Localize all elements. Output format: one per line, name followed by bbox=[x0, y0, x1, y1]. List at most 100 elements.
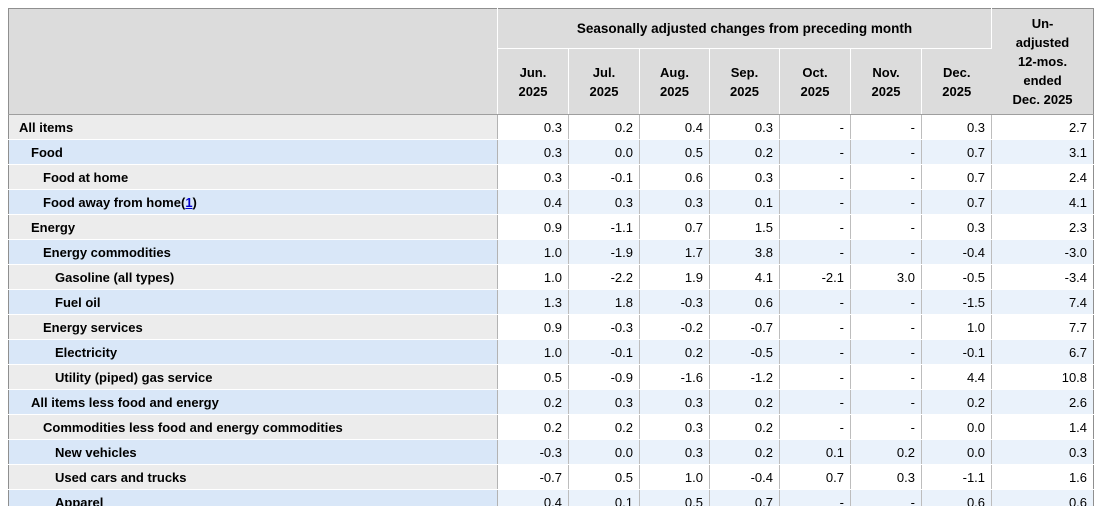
value-cell: - bbox=[850, 139, 922, 165]
value-cell: -0.1 bbox=[921, 339, 993, 365]
value-cell: 0.7 bbox=[709, 489, 780, 506]
value-cell: 0.7 bbox=[921, 139, 993, 165]
value-cell: -1.2 bbox=[709, 364, 780, 390]
cpi-table: Seasonally adjusted changes from precedi… bbox=[8, 8, 1095, 506]
value-cell: -1.1 bbox=[921, 464, 993, 490]
value-cell: 4.1 bbox=[991, 189, 1094, 215]
value-cell: -0.4 bbox=[921, 239, 993, 265]
value-cell: -0.1 bbox=[568, 164, 640, 190]
value-cell: 0.6 bbox=[921, 489, 993, 506]
value-cell: 0.1 bbox=[568, 489, 640, 506]
value-cell: 0.7 bbox=[921, 164, 993, 190]
value-cell: - bbox=[779, 214, 851, 240]
value-cell: 0.4 bbox=[497, 489, 569, 506]
table-row: Apparel 0.4 0.1 0.5 0.7 - - 0.6 0.6 bbox=[8, 489, 1094, 506]
value-cell: 7.7 bbox=[991, 314, 1094, 340]
unadjusted-header-line: 12-mos. bbox=[1017, 54, 1068, 69]
value-cell: 7.4 bbox=[991, 289, 1094, 315]
value-cell: -1.9 bbox=[568, 239, 640, 265]
value-cell: 0.5 bbox=[639, 489, 710, 506]
value-cell: 0.6 bbox=[639, 164, 710, 190]
month-header-dec: Dec. 2025 bbox=[921, 48, 992, 115]
value-cell: -0.3 bbox=[497, 439, 569, 465]
table-row: All items 0.3 0.2 0.4 0.3 - - 0.3 2.7 bbox=[8, 114, 1094, 140]
value-cell: 0.4 bbox=[639, 114, 710, 140]
value-cell: 1.5 bbox=[709, 214, 780, 240]
month-header-nov: Nov. 2025 bbox=[850, 48, 922, 115]
value-cell: 0.0 bbox=[921, 439, 993, 465]
value-cell: - bbox=[779, 289, 851, 315]
row-label: Used cars and trucks bbox=[55, 469, 187, 485]
footnote-link[interactable]: 1 bbox=[185, 194, 193, 210]
value-cell: 0.2 bbox=[639, 339, 710, 365]
value-cell: - bbox=[779, 114, 851, 140]
value-cell: 0.3 bbox=[709, 164, 780, 190]
value-cell: 0.0 bbox=[921, 414, 993, 440]
table-row: Energy commodities 1.0 -1.9 1.7 3.8 - - … bbox=[8, 239, 1094, 265]
footnote-open-paren: ( bbox=[180, 194, 186, 210]
value-cell: 1.0 bbox=[639, 464, 710, 490]
value-cell: 0.2 bbox=[497, 414, 569, 440]
value-cell: 0.3 bbox=[639, 439, 710, 465]
value-cell: - bbox=[850, 314, 922, 340]
value-cell: 0.3 bbox=[709, 114, 780, 140]
row-label: Utility (piped) gas service bbox=[55, 369, 213, 385]
value-cell: -2.2 bbox=[568, 264, 640, 290]
footnote-close-paren: ) bbox=[192, 194, 197, 210]
value-cell: 1.4 bbox=[991, 414, 1094, 440]
value-cell: -0.9 bbox=[568, 364, 640, 390]
value-cell: - bbox=[779, 414, 851, 440]
value-cell: - bbox=[850, 114, 922, 140]
row-label: Commodities less food and energy commodi… bbox=[43, 419, 343, 435]
table-row: Food at home 0.3 -0.1 0.6 0.3 - - 0.7 2.… bbox=[8, 164, 1094, 190]
value-cell: 0.5 bbox=[639, 139, 710, 165]
table-row: Food away from home(1) 0.4 0.3 0.3 0.1 -… bbox=[8, 189, 1094, 215]
row-label: Apparel bbox=[55, 494, 104, 506]
value-cell: - bbox=[850, 489, 922, 506]
unadjusted-header-line: Un- bbox=[1031, 16, 1054, 31]
table-row: Electricity 1.0 -0.1 0.2 -0.5 - - -0.1 6… bbox=[8, 339, 1094, 365]
value-cell: 3.1 bbox=[991, 139, 1094, 165]
table-row: Food 0.3 0.0 0.5 0.2 - - 0.7 3.1 bbox=[8, 139, 1094, 165]
value-cell: 0.3 bbox=[639, 414, 710, 440]
value-cell: 0.7 bbox=[921, 189, 993, 215]
value-cell: 10.8 bbox=[991, 364, 1094, 390]
value-cell: - bbox=[779, 314, 851, 340]
value-cell: 0.9 bbox=[497, 314, 569, 340]
row-label: Energy services bbox=[43, 319, 143, 335]
value-cell: 0.4 bbox=[497, 189, 569, 215]
value-cell: 6.7 bbox=[991, 339, 1094, 365]
value-cell: - bbox=[779, 389, 851, 415]
value-cell: 0.3 bbox=[639, 389, 710, 415]
value-cell: 1.8 bbox=[568, 289, 640, 315]
value-cell: -0.2 bbox=[639, 314, 710, 340]
table-row: New vehicles -0.3 0.0 0.3 0.2 0.1 0.2 0.… bbox=[8, 439, 1094, 465]
value-cell: - bbox=[779, 239, 851, 265]
row-label: Food away from home bbox=[43, 194, 181, 210]
group-header: Seasonally adjusted changes from precedi… bbox=[497, 8, 993, 49]
value-cell: - bbox=[779, 339, 851, 365]
table-body: All items 0.3 0.2 0.4 0.3 - - 0.3 2.7 Fo… bbox=[8, 114, 1094, 506]
value-cell: - bbox=[850, 189, 922, 215]
value-cell: 1.7 bbox=[639, 239, 710, 265]
value-cell: 0.3 bbox=[497, 164, 569, 190]
value-cell: 0.3 bbox=[497, 114, 569, 140]
value-cell: 0.1 bbox=[709, 189, 780, 215]
footnote-wrap: (1) bbox=[181, 195, 197, 210]
value-cell: 1.0 bbox=[497, 339, 569, 365]
value-cell: 4.4 bbox=[921, 364, 993, 390]
table-row: Fuel oil 1.3 1.8 -0.3 0.6 - - -1.5 7.4 bbox=[8, 289, 1094, 315]
value-cell: 2.7 bbox=[991, 114, 1094, 140]
month-header-sep: Sep. 2025 bbox=[709, 48, 780, 115]
unadjusted-header-line: ended bbox=[1023, 73, 1062, 88]
value-cell: - bbox=[850, 289, 922, 315]
value-cell: - bbox=[850, 364, 922, 390]
value-cell: 0.5 bbox=[568, 464, 640, 490]
unadjusted-column-header: Un- adjusted 12-mos. ended Dec. 2025 bbox=[991, 8, 1094, 115]
value-cell: 2.6 bbox=[991, 389, 1094, 415]
value-cell: 0.7 bbox=[779, 464, 851, 490]
value-cell: -0.7 bbox=[497, 464, 569, 490]
value-cell: 0.2 bbox=[497, 389, 569, 415]
group-header-row: Seasonally adjusted changes from precedi… bbox=[8, 8, 1094, 115]
